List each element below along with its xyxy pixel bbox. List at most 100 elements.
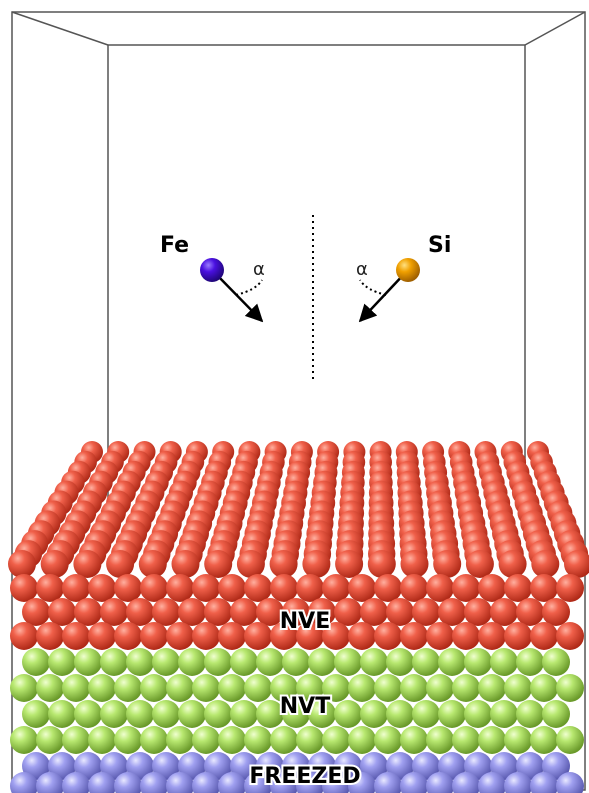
- atom: [478, 574, 506, 602]
- atom: [48, 700, 76, 728]
- atom: [466, 550, 494, 578]
- atom: [126, 648, 154, 676]
- atom: [335, 550, 363, 578]
- atom: [282, 648, 310, 676]
- atom: [556, 622, 584, 650]
- atom: [334, 648, 362, 676]
- atom: [139, 550, 167, 578]
- atom: [464, 700, 492, 728]
- atom: [386, 700, 414, 728]
- atom: [192, 674, 220, 702]
- atom: [62, 574, 90, 602]
- atom: [516, 598, 544, 626]
- atom: [530, 574, 558, 602]
- atom: [400, 622, 428, 650]
- atom: [22, 598, 50, 626]
- atom: [178, 598, 206, 626]
- atom: [36, 574, 64, 602]
- atom: [516, 700, 544, 728]
- atom: [100, 700, 128, 728]
- atom: [178, 700, 206, 728]
- atom: [204, 550, 232, 578]
- atom: [126, 598, 154, 626]
- atom: [504, 674, 532, 702]
- atom: [348, 674, 376, 702]
- atom: [530, 622, 558, 650]
- atom: [204, 648, 232, 676]
- atom: [438, 700, 466, 728]
- atom: [504, 574, 532, 602]
- atom: [62, 622, 90, 650]
- atom: [452, 574, 480, 602]
- atom: [166, 674, 194, 702]
- atom: [270, 550, 298, 578]
- atom: [386, 598, 414, 626]
- atom: [296, 726, 324, 754]
- atom: [230, 648, 258, 676]
- atom: [504, 622, 532, 650]
- simulation-diagram: Fe α Si α NVE NVT FREEZED: [0, 0, 589, 793]
- nve-label: NVE: [280, 609, 330, 634]
- atom: [556, 574, 584, 602]
- alpha-left: α: [253, 259, 265, 280]
- atom: [426, 726, 454, 754]
- atom: [244, 726, 272, 754]
- atom: [140, 674, 168, 702]
- atom: [542, 700, 570, 728]
- atom: [62, 674, 90, 702]
- atom: [308, 648, 336, 676]
- atom: [542, 598, 570, 626]
- atom: [74, 700, 102, 728]
- atom: [438, 598, 466, 626]
- atom: [204, 598, 232, 626]
- atom: [192, 622, 220, 650]
- atom: [360, 598, 388, 626]
- atom: [73, 550, 101, 578]
- atom: [230, 598, 258, 626]
- atom: [36, 674, 64, 702]
- atom: [36, 622, 64, 650]
- atom: [478, 726, 506, 754]
- atom: [166, 622, 194, 650]
- atom: [464, 648, 492, 676]
- atom: [88, 674, 116, 702]
- atom: [36, 726, 64, 754]
- atom: [360, 700, 388, 728]
- atom: [334, 700, 362, 728]
- atom: [499, 550, 527, 578]
- fe-atom: [200, 258, 224, 282]
- atom: [348, 622, 376, 650]
- atom: [8, 550, 36, 578]
- atom: [100, 598, 128, 626]
- atom: [438, 648, 466, 676]
- atom: [166, 574, 194, 602]
- atom: [48, 648, 76, 676]
- atom: [218, 622, 246, 650]
- atom: [490, 700, 518, 728]
- atom: [88, 574, 116, 602]
- atom: [490, 648, 518, 676]
- atom: [530, 726, 558, 754]
- atom: [412, 700, 440, 728]
- atom: [452, 674, 480, 702]
- atom: [218, 726, 246, 754]
- atom: [140, 726, 168, 754]
- atom: [88, 622, 116, 650]
- atom: [516, 648, 544, 676]
- atom: [270, 726, 298, 754]
- atom: [62, 726, 90, 754]
- atom: [386, 648, 414, 676]
- atom: [490, 598, 518, 626]
- atom: [400, 674, 428, 702]
- atom: [204, 700, 232, 728]
- atom: [464, 598, 492, 626]
- atom: [218, 674, 246, 702]
- atom: [152, 648, 180, 676]
- atom: [140, 574, 168, 602]
- atom: [244, 622, 272, 650]
- alpha-right: α: [356, 259, 368, 280]
- atom: [504, 726, 532, 754]
- atom: [126, 700, 154, 728]
- atom: [106, 550, 134, 578]
- atom: [530, 674, 558, 702]
